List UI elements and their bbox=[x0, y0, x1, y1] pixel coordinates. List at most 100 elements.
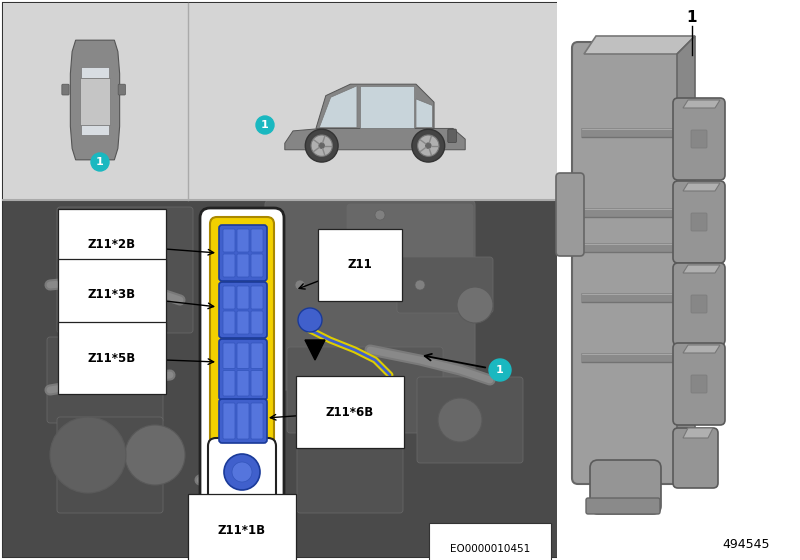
Circle shape bbox=[224, 454, 260, 490]
FancyBboxPatch shape bbox=[237, 254, 249, 277]
FancyBboxPatch shape bbox=[223, 343, 235, 368]
Circle shape bbox=[232, 462, 252, 482]
FancyBboxPatch shape bbox=[251, 403, 263, 439]
Polygon shape bbox=[81, 125, 109, 135]
Circle shape bbox=[311, 135, 332, 156]
FancyBboxPatch shape bbox=[237, 311, 249, 334]
Polygon shape bbox=[80, 78, 110, 125]
Polygon shape bbox=[319, 86, 357, 128]
Text: 494545: 494545 bbox=[722, 539, 770, 552]
FancyBboxPatch shape bbox=[691, 130, 707, 148]
FancyBboxPatch shape bbox=[223, 286, 235, 309]
Circle shape bbox=[415, 280, 425, 290]
Text: 1: 1 bbox=[496, 365, 504, 375]
FancyBboxPatch shape bbox=[237, 403, 249, 439]
FancyBboxPatch shape bbox=[223, 403, 235, 439]
FancyBboxPatch shape bbox=[581, 293, 680, 303]
FancyBboxPatch shape bbox=[287, 347, 443, 433]
Circle shape bbox=[489, 359, 511, 381]
FancyBboxPatch shape bbox=[251, 286, 263, 309]
FancyBboxPatch shape bbox=[557, 0, 800, 560]
Circle shape bbox=[298, 308, 322, 332]
Circle shape bbox=[438, 398, 482, 442]
FancyBboxPatch shape bbox=[237, 229, 249, 252]
FancyBboxPatch shape bbox=[219, 282, 267, 338]
FancyBboxPatch shape bbox=[265, 200, 475, 390]
Polygon shape bbox=[285, 128, 466, 150]
Circle shape bbox=[418, 135, 439, 156]
FancyBboxPatch shape bbox=[397, 257, 493, 313]
FancyBboxPatch shape bbox=[691, 295, 707, 313]
Circle shape bbox=[125, 425, 185, 485]
Circle shape bbox=[457, 287, 493, 323]
FancyBboxPatch shape bbox=[297, 427, 403, 513]
Text: 1: 1 bbox=[96, 157, 104, 167]
FancyBboxPatch shape bbox=[3, 200, 557, 557]
FancyBboxPatch shape bbox=[581, 128, 680, 138]
Circle shape bbox=[275, 210, 285, 220]
FancyBboxPatch shape bbox=[691, 375, 707, 393]
Polygon shape bbox=[683, 265, 720, 273]
FancyBboxPatch shape bbox=[210, 217, 274, 517]
FancyBboxPatch shape bbox=[57, 417, 163, 513]
Text: Z11*6B: Z11*6B bbox=[326, 405, 374, 418]
FancyBboxPatch shape bbox=[673, 263, 725, 345]
FancyBboxPatch shape bbox=[448, 129, 456, 143]
FancyBboxPatch shape bbox=[219, 339, 267, 400]
FancyBboxPatch shape bbox=[251, 311, 263, 334]
Polygon shape bbox=[677, 36, 695, 484]
FancyBboxPatch shape bbox=[223, 254, 235, 277]
FancyBboxPatch shape bbox=[3, 3, 557, 200]
Circle shape bbox=[256, 116, 274, 134]
Text: 1: 1 bbox=[686, 11, 698, 26]
FancyBboxPatch shape bbox=[673, 428, 718, 488]
Polygon shape bbox=[683, 100, 720, 108]
FancyBboxPatch shape bbox=[581, 353, 680, 363]
Polygon shape bbox=[683, 345, 720, 353]
Circle shape bbox=[425, 142, 431, 149]
Text: Z11*5B: Z11*5B bbox=[88, 352, 136, 365]
Text: Z11*1B: Z11*1B bbox=[218, 524, 266, 536]
Circle shape bbox=[295, 280, 305, 290]
FancyBboxPatch shape bbox=[572, 42, 689, 484]
Polygon shape bbox=[316, 84, 434, 128]
FancyBboxPatch shape bbox=[3, 3, 557, 557]
Circle shape bbox=[50, 417, 126, 493]
Circle shape bbox=[318, 142, 325, 149]
Polygon shape bbox=[416, 99, 432, 128]
Text: EO0000010451: EO0000010451 bbox=[450, 544, 530, 554]
FancyBboxPatch shape bbox=[251, 229, 263, 252]
FancyBboxPatch shape bbox=[581, 243, 680, 253]
FancyBboxPatch shape bbox=[673, 343, 725, 425]
FancyBboxPatch shape bbox=[581, 208, 680, 218]
FancyBboxPatch shape bbox=[673, 98, 725, 180]
FancyBboxPatch shape bbox=[251, 254, 263, 277]
FancyBboxPatch shape bbox=[223, 229, 235, 252]
FancyBboxPatch shape bbox=[208, 438, 276, 506]
Circle shape bbox=[412, 129, 445, 162]
FancyBboxPatch shape bbox=[219, 399, 267, 443]
FancyBboxPatch shape bbox=[237, 343, 249, 368]
FancyBboxPatch shape bbox=[417, 377, 523, 463]
FancyBboxPatch shape bbox=[223, 311, 235, 334]
FancyBboxPatch shape bbox=[347, 204, 473, 270]
Text: Z11*3B: Z11*3B bbox=[88, 288, 136, 301]
Circle shape bbox=[91, 153, 109, 171]
FancyBboxPatch shape bbox=[237, 371, 249, 396]
Text: Z11*2B: Z11*2B bbox=[88, 239, 136, 251]
FancyBboxPatch shape bbox=[691, 213, 707, 231]
Polygon shape bbox=[683, 183, 720, 191]
FancyBboxPatch shape bbox=[586, 498, 660, 514]
FancyBboxPatch shape bbox=[673, 181, 725, 263]
Text: Z11: Z11 bbox=[348, 259, 372, 272]
FancyBboxPatch shape bbox=[223, 371, 235, 396]
Polygon shape bbox=[584, 36, 695, 54]
FancyBboxPatch shape bbox=[219, 225, 267, 281]
Circle shape bbox=[306, 129, 338, 162]
FancyBboxPatch shape bbox=[251, 371, 263, 396]
FancyBboxPatch shape bbox=[251, 343, 263, 368]
Text: 1: 1 bbox=[261, 120, 269, 130]
FancyBboxPatch shape bbox=[556, 173, 584, 256]
FancyBboxPatch shape bbox=[237, 286, 249, 309]
Circle shape bbox=[375, 210, 385, 220]
